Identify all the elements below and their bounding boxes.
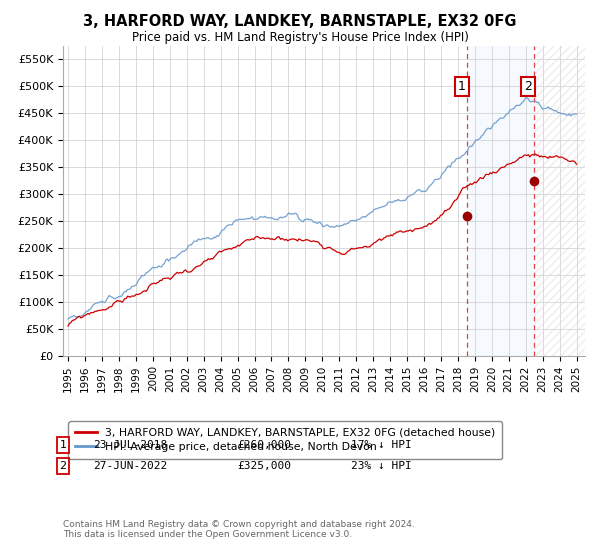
Text: 23% ↓ HPI: 23% ↓ HPI — [351, 461, 412, 471]
Text: 27-JUN-2022: 27-JUN-2022 — [93, 461, 167, 471]
Bar — [534, 46, 585, 356]
Text: 23-JUL-2018: 23-JUL-2018 — [93, 440, 167, 450]
Text: Price paid vs. HM Land Registry's House Price Index (HPI): Price paid vs. HM Land Registry's House … — [131, 31, 469, 44]
Text: 2: 2 — [59, 461, 67, 471]
Text: 1: 1 — [59, 440, 67, 450]
Text: 17% ↓ HPI: 17% ↓ HPI — [351, 440, 412, 450]
Text: £260,000: £260,000 — [237, 440, 291, 450]
Text: Contains HM Land Registry data © Crown copyright and database right 2024.
This d: Contains HM Land Registry data © Crown c… — [63, 520, 415, 539]
Bar — [467, 46, 534, 356]
Legend: 3, HARFORD WAY, LANDKEY, BARNSTAPLE, EX32 0FG (detached house), HPI: Average pri: 3, HARFORD WAY, LANDKEY, BARNSTAPLE, EX3… — [68, 422, 502, 459]
Text: £325,000: £325,000 — [237, 461, 291, 471]
Text: 2: 2 — [524, 80, 532, 93]
Text: 3, HARFORD WAY, LANDKEY, BARNSTAPLE, EX32 0FG: 3, HARFORD WAY, LANDKEY, BARNSTAPLE, EX3… — [83, 14, 517, 29]
Text: 1: 1 — [458, 80, 466, 93]
